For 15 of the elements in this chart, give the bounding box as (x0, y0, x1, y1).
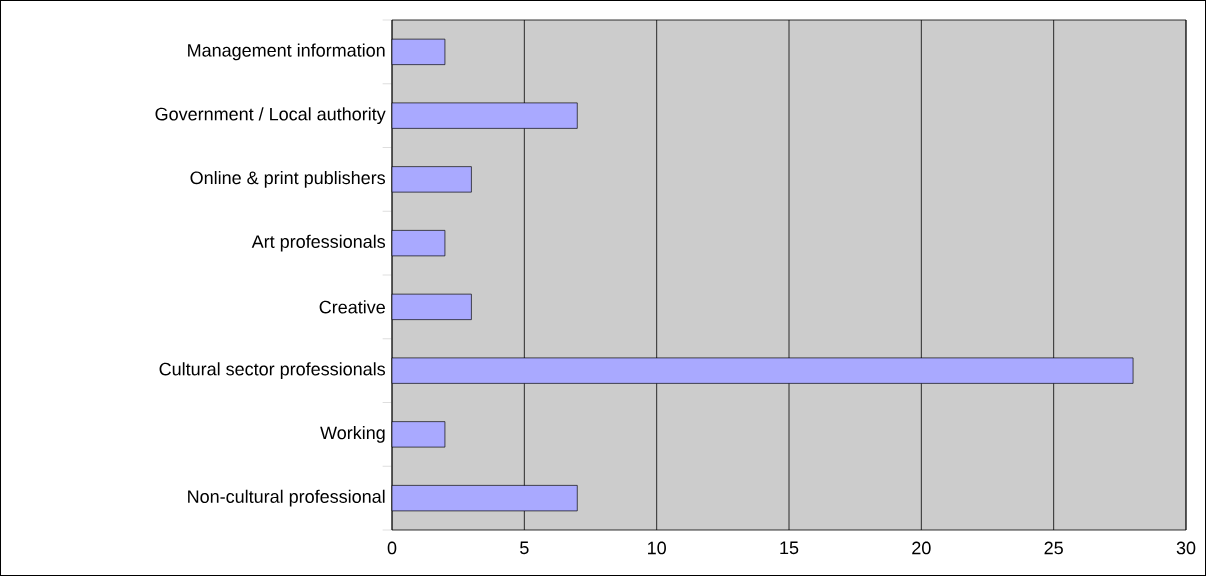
x-tick-label: 5 (520, 541, 529, 555)
y-tick-label: Creative (319, 300, 385, 314)
y-tick-label: Art professionals (251, 234, 386, 252)
x-tick-label: 0 (387, 541, 397, 555)
y-tick-label: Management information (188, 43, 385, 61)
y-tick-label: Online & print publishers (190, 170, 386, 188)
y-tick-label: Non-cultural professional (188, 489, 385, 507)
x-tick-label: 25 (1044, 541, 1063, 555)
x-tick-label: 10 (648, 541, 666, 555)
y-tick-label: Working (320, 425, 385, 443)
y-tick-label: Government / Local authority (155, 107, 386, 125)
x-tick-label: 20 (912, 541, 931, 555)
x-tick-label: 15 (780, 541, 799, 555)
y-tick-label: Cultural sector professionals (159, 362, 386, 380)
x-tick-label: 30 (1176, 541, 1196, 555)
